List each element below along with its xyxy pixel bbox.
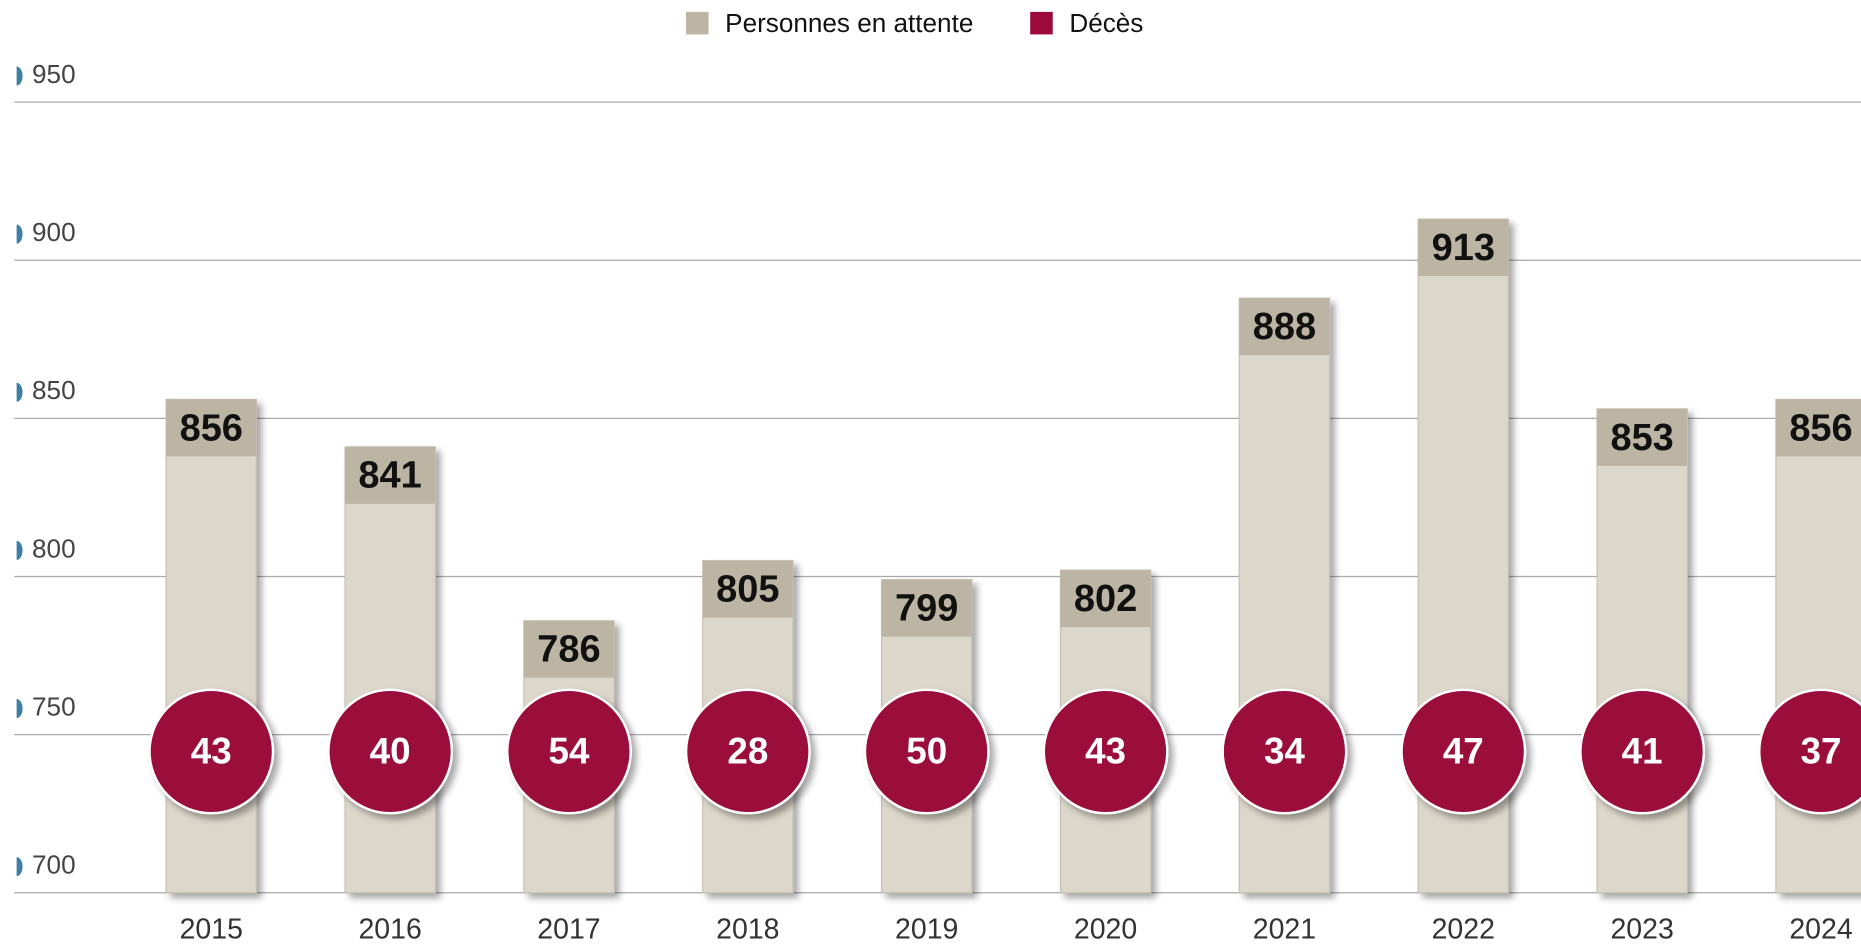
- value-label: 856: [1789, 407, 1852, 449]
- tick-marker: [16, 699, 23, 719]
- bar-label-box: [523, 620, 615, 678]
- death-marker: [1221, 688, 1348, 815]
- death-marker: [1400, 688, 1527, 815]
- death-label: 28: [727, 731, 768, 772]
- death-marker: [327, 688, 454, 815]
- x-tick-label: 2016: [358, 913, 421, 945]
- y-tick-label: 750: [32, 691, 76, 721]
- bar-label-box: [881, 579, 972, 637]
- value-label: 913: [1432, 227, 1495, 269]
- legend-swatch: [1030, 11, 1053, 35]
- bar-label-box: [1239, 298, 1330, 356]
- death-marker: [148, 688, 275, 815]
- y-tick-label: 700: [32, 850, 76, 880]
- value-label: 799: [895, 588, 958, 630]
- x-tick-label: 2017: [537, 913, 600, 945]
- value-label: 786: [537, 629, 600, 671]
- x-tick-label: 2021: [1253, 913, 1316, 945]
- death-label: 50: [906, 731, 947, 772]
- death-label: 40: [370, 731, 411, 772]
- y-tick-label: 950: [32, 59, 76, 89]
- value-label: 888: [1253, 306, 1316, 348]
- bar: [1775, 398, 1861, 894]
- legend-swatch: [686, 11, 709, 35]
- legend-label: Décès: [1069, 8, 1143, 38]
- death-marker: [506, 688, 632, 815]
- value-label: 853: [1610, 417, 1673, 459]
- legend-label: Personnes en attente: [725, 8, 973, 38]
- x-tick-label: 2023: [1610, 913, 1673, 945]
- bar-label-box: [345, 446, 436, 504]
- bar-label-box: [1418, 219, 1509, 277]
- bar: [165, 398, 257, 894]
- x-tick-label: 2020: [1074, 913, 1137, 945]
- bar-label-box: [1775, 399, 1861, 457]
- death-label: 43: [191, 731, 232, 772]
- tick-marker: [16, 857, 23, 877]
- death-label: 34: [1264, 731, 1305, 772]
- value-label: 841: [358, 455, 421, 497]
- bar-label-box: [166, 399, 257, 457]
- death-marker: [684, 688, 811, 815]
- death-label: 47: [1443, 731, 1484, 772]
- x-tick-label: 2015: [180, 913, 243, 945]
- x-tick-label: 2022: [1432, 913, 1495, 945]
- death-label: 37: [1801, 731, 1842, 772]
- tick-marker: [16, 540, 23, 560]
- death-marker: [863, 688, 990, 815]
- y-tick-label: 900: [32, 217, 76, 247]
- tick-marker: [16, 224, 23, 244]
- x-tick-label: 2024: [1789, 913, 1852, 945]
- bar-label-box: [702, 560, 793, 618]
- value-label: 856: [180, 407, 243, 449]
- death-label: 54: [549, 731, 590, 772]
- death-label: 41: [1622, 731, 1663, 772]
- tick-marker: [16, 382, 23, 402]
- bar: [1596, 408, 1688, 894]
- death-label: 43: [1085, 731, 1126, 772]
- tick-marker: [16, 66, 23, 86]
- bar-label-box: [1060, 570, 1151, 628]
- value-label: 805: [716, 569, 779, 611]
- bar-label-box: [1597, 408, 1688, 466]
- death-marker: [1758, 688, 1861, 815]
- x-tick-label: 2019: [895, 913, 958, 945]
- bar: [344, 446, 436, 894]
- death-marker: [1579, 688, 1706, 815]
- death-marker: [1042, 688, 1169, 815]
- y-tick-label: 850: [32, 375, 76, 405]
- x-tick-label: 2018: [716, 913, 779, 945]
- value-label: 802: [1074, 578, 1137, 620]
- y-tick-label: 800: [32, 533, 76, 563]
